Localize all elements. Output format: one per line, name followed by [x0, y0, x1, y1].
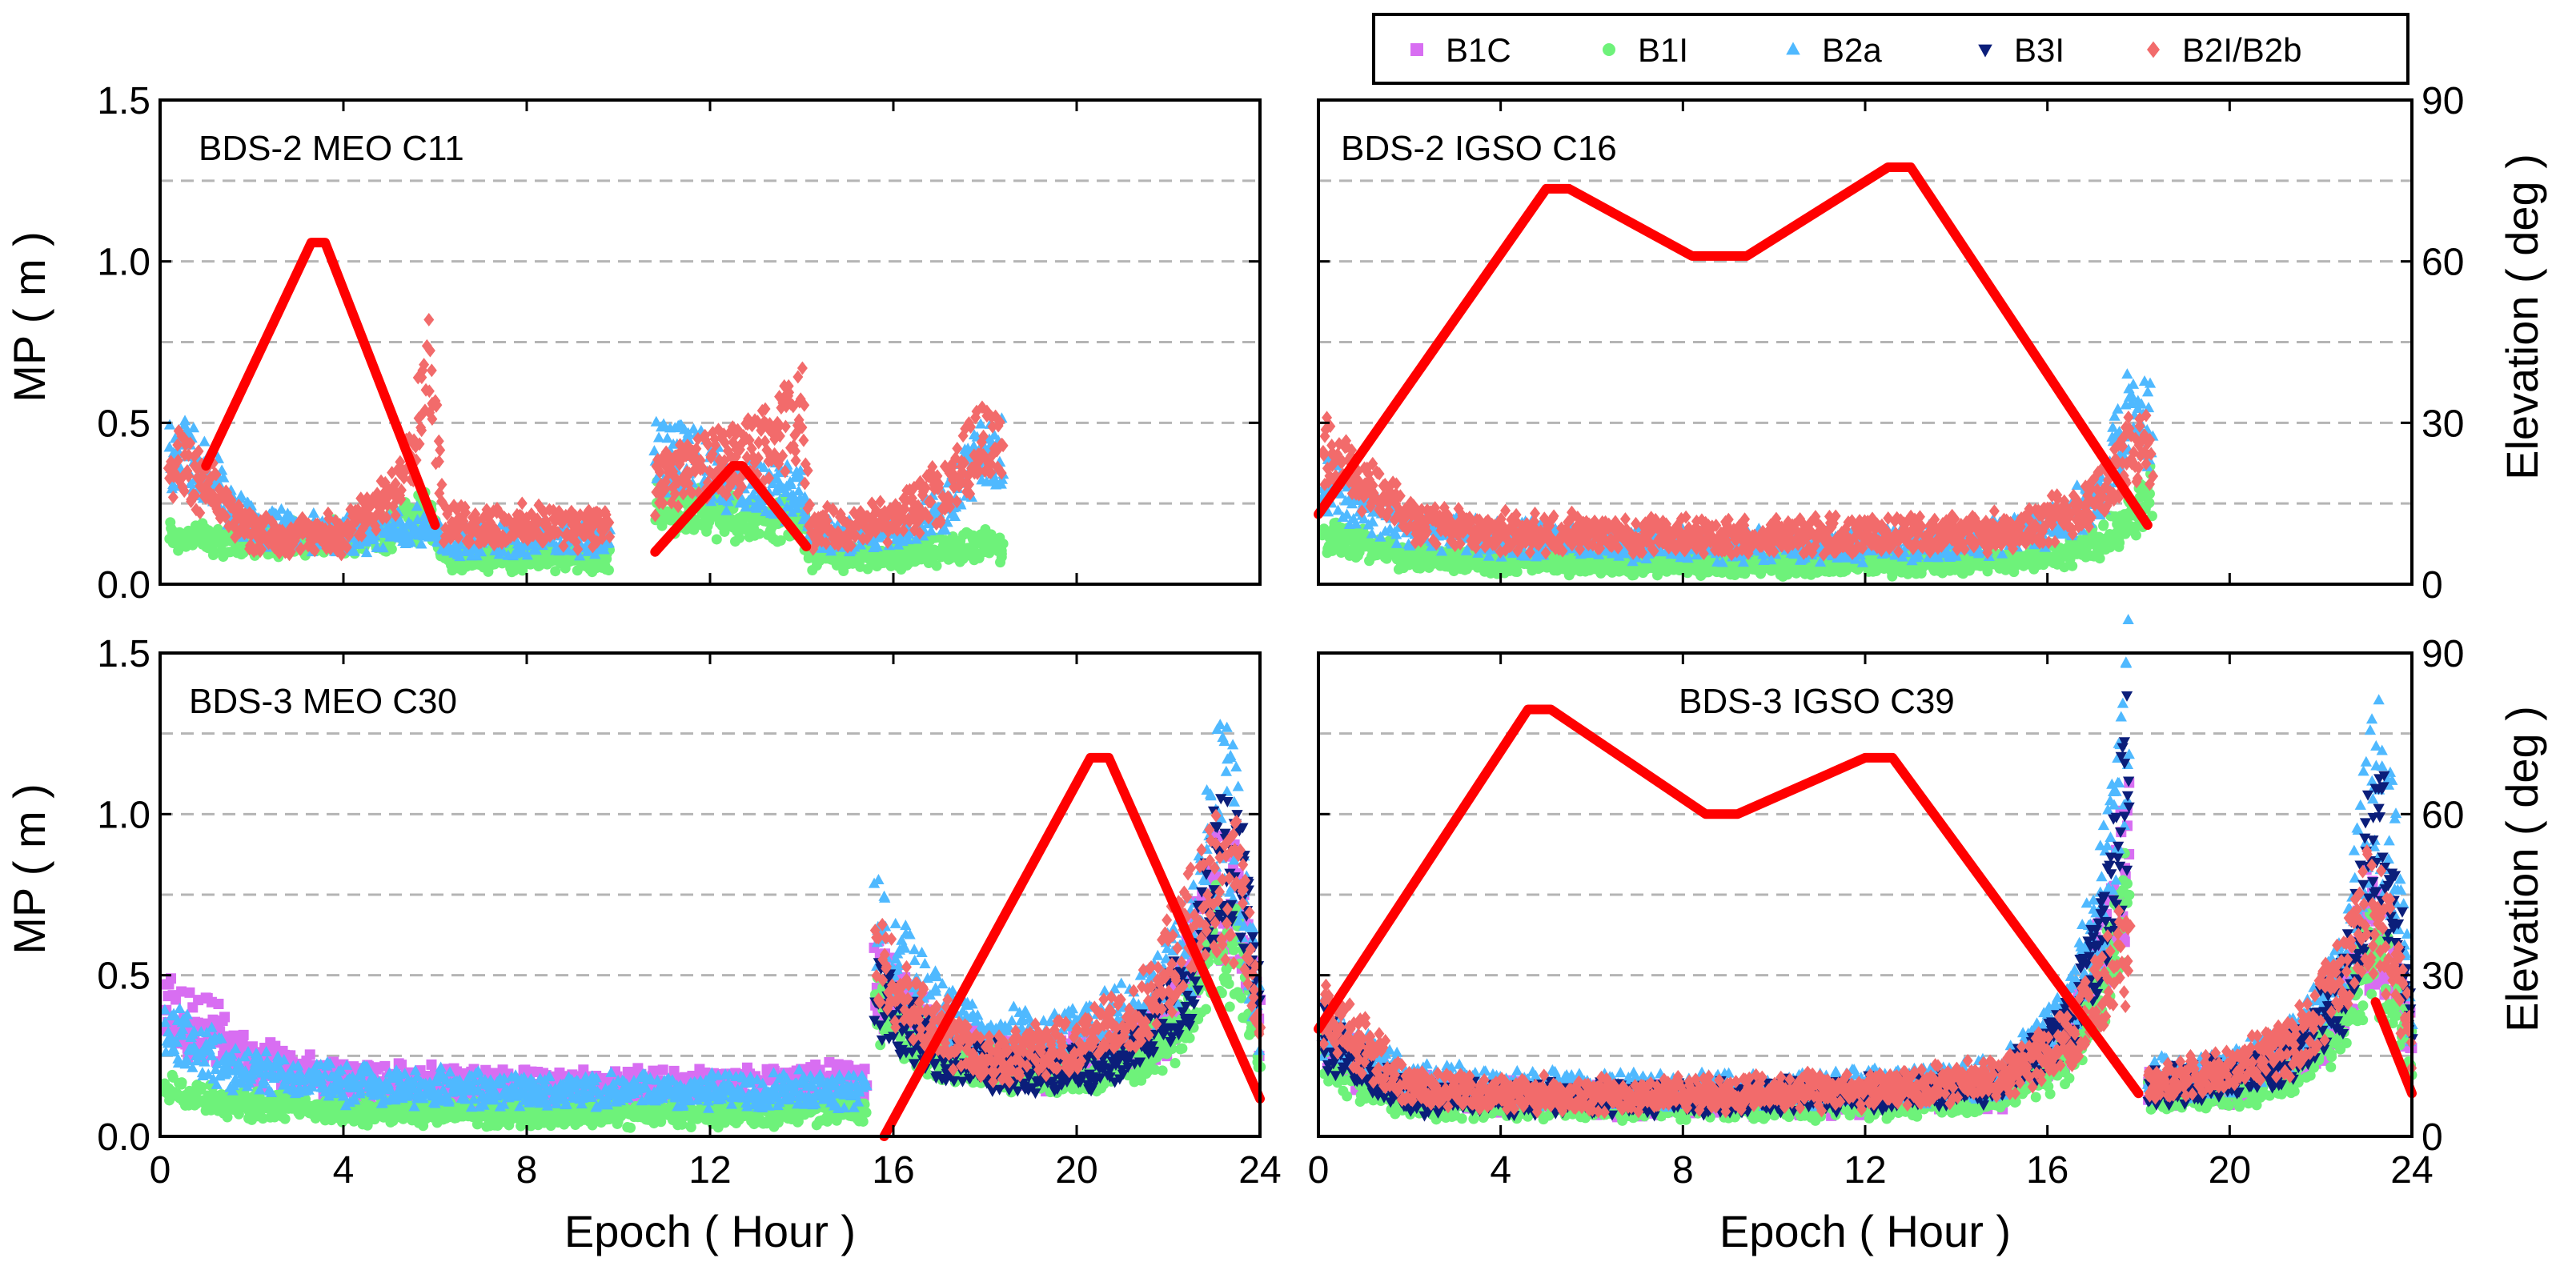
- panels-layer: 0.0 0.5 1.0 1.5 BDS-2 MEO C11 0 30 60 90 BDS-2 IG…: [97, 80, 2464, 1192]
- legend-item-b2i-b2b: B2I/B2b: [2147, 31, 2301, 69]
- legend-item-b3i: B3I: [1978, 31, 2064, 69]
- elevation-curve: [650, 461, 812, 557]
- legend-label: B1C: [1446, 31, 1511, 69]
- panel-title: BDS-3 MEO C30: [189, 682, 457, 721]
- legend-label: B2a: [1822, 31, 1882, 69]
- y-tick-label-left: 1.0: [97, 242, 150, 284]
- series-group: [163, 313, 1009, 578]
- x-tick-label: 16: [2026, 1149, 2068, 1192]
- y-tick-label-left: 0.5: [97, 956, 150, 998]
- legend-label: B3I: [2014, 31, 2064, 69]
- series-b2i-b2b: [869, 808, 1266, 1089]
- x-tick-label: 16: [872, 1149, 914, 1192]
- elevation-curve: [201, 238, 440, 531]
- series-b2a: [1317, 614, 2418, 1112]
- x-tick-label: 12: [1844, 1149, 1886, 1192]
- x-tick-label: 8: [1672, 1149, 1694, 1192]
- legend-item-b1c: B1C: [1410, 31, 1511, 69]
- x-axis-label-left: Epoch ( Hour ): [564, 1206, 856, 1256]
- panel-title: BDS-3 IGSO C39: [1679, 682, 1955, 721]
- y-tick-label-right: 30: [2422, 403, 2464, 445]
- series-group: [1316, 614, 2418, 1126]
- legend-marker: [1978, 44, 1992, 58]
- legend-item-b1i: B1I: [1603, 31, 1688, 69]
- x-tick-label: 12: [688, 1149, 731, 1192]
- y-tick-label-left: 0.0: [97, 564, 150, 607]
- legend-box: [1372, 13, 2409, 85]
- x-axis-label-right: Epoch ( Hour ): [1719, 1206, 2011, 1256]
- x-tick-label: 20: [1055, 1149, 1097, 1192]
- panel-c11: 0.0 0.5 1.0 1.5 BDS-2 MEO C11: [97, 80, 1262, 607]
- elevation-curve: [879, 752, 1265, 1141]
- x-tick-label: 0: [1308, 1149, 1330, 1192]
- elevation-curve: [2370, 997, 2417, 1099]
- y-tick-label-right: 90: [2422, 633, 2464, 675]
- panel-title: BDS-2 IGSO C16: [1341, 129, 1617, 168]
- legend-marker: [1603, 43, 1615, 56]
- elevation-curve: [1314, 162, 2153, 531]
- x-tick-label: 24: [2390, 1149, 2433, 1192]
- legend-item-b2a: B2a: [1786, 31, 1882, 69]
- x-tick-label: 0: [150, 1149, 171, 1192]
- x-tick-label: 20: [2209, 1149, 2251, 1192]
- series-b2i-b2b: [1317, 843, 2418, 1120]
- y-tick-label-right: 30: [2422, 956, 2464, 998]
- y-tick-label-left: 0.5: [97, 403, 150, 445]
- labels-layer: MP ( m ) MP ( m ) Elevation ( deg ) Elev…: [4, 154, 2547, 1256]
- y-tick-label-left: 1.5: [97, 633, 150, 675]
- legend-label: B2I/B2b: [2182, 31, 2301, 69]
- panel-c30: 0 4 8 12 16 20 24 0.0 0.5 1.0 1.5 BDS-3 MEO C30: [97, 633, 1281, 1192]
- y-axis-label-left-top: MP ( m ): [4, 231, 54, 403]
- y-tick-label-right: 60: [2422, 242, 2464, 284]
- legend-marker: [2147, 41, 2160, 58]
- y-tick-label-left: 1.0: [97, 794, 150, 836]
- y-tick-label-left: 0.0: [97, 1116, 150, 1159]
- x-tick-label: 4: [1490, 1149, 1511, 1192]
- y-tick-label-right: 0: [2422, 564, 2443, 607]
- elevation-curve: [1314, 704, 2144, 1099]
- series-b2a: [1316, 368, 2159, 567]
- y-tick-label-right: 60: [2422, 794, 2464, 836]
- series-b2a: [158, 719, 1266, 1114]
- series-group: [1316, 368, 2159, 582]
- y-tick-label-left: 1.5: [97, 80, 150, 122]
- legend-marker: [1786, 42, 1800, 55]
- x-tick-label: 24: [1238, 1149, 1281, 1192]
- y-axis-label-left-bottom: MP ( m ): [4, 783, 54, 955]
- y-tick-label-right: 90: [2422, 80, 2464, 122]
- series-b2i-b2b: [163, 313, 1009, 562]
- legend-label: B1I: [1638, 31, 1688, 69]
- y-axis-label-right-top: Elevation ( deg ): [2497, 154, 2547, 480]
- series-group: [158, 719, 1266, 1133]
- panel-title: BDS-2 MEO C11: [199, 129, 464, 168]
- x-tick-label: 8: [516, 1149, 538, 1192]
- series-b2i-b2b: [1318, 408, 2159, 562]
- y-axis-label-right-bottom: Elevation ( deg ): [2497, 706, 2547, 1032]
- y-tick-label-right: 0: [2422, 1116, 2443, 1159]
- panel-c16: 0 30 60 90 BDS-2 IGSO C16: [1314, 80, 2464, 607]
- x-tick-label: 4: [333, 1149, 355, 1192]
- legend-marker: [1410, 43, 1423, 56]
- legend: B1C B1I B2a B3I B2I/B2b: [1372, 13, 2409, 85]
